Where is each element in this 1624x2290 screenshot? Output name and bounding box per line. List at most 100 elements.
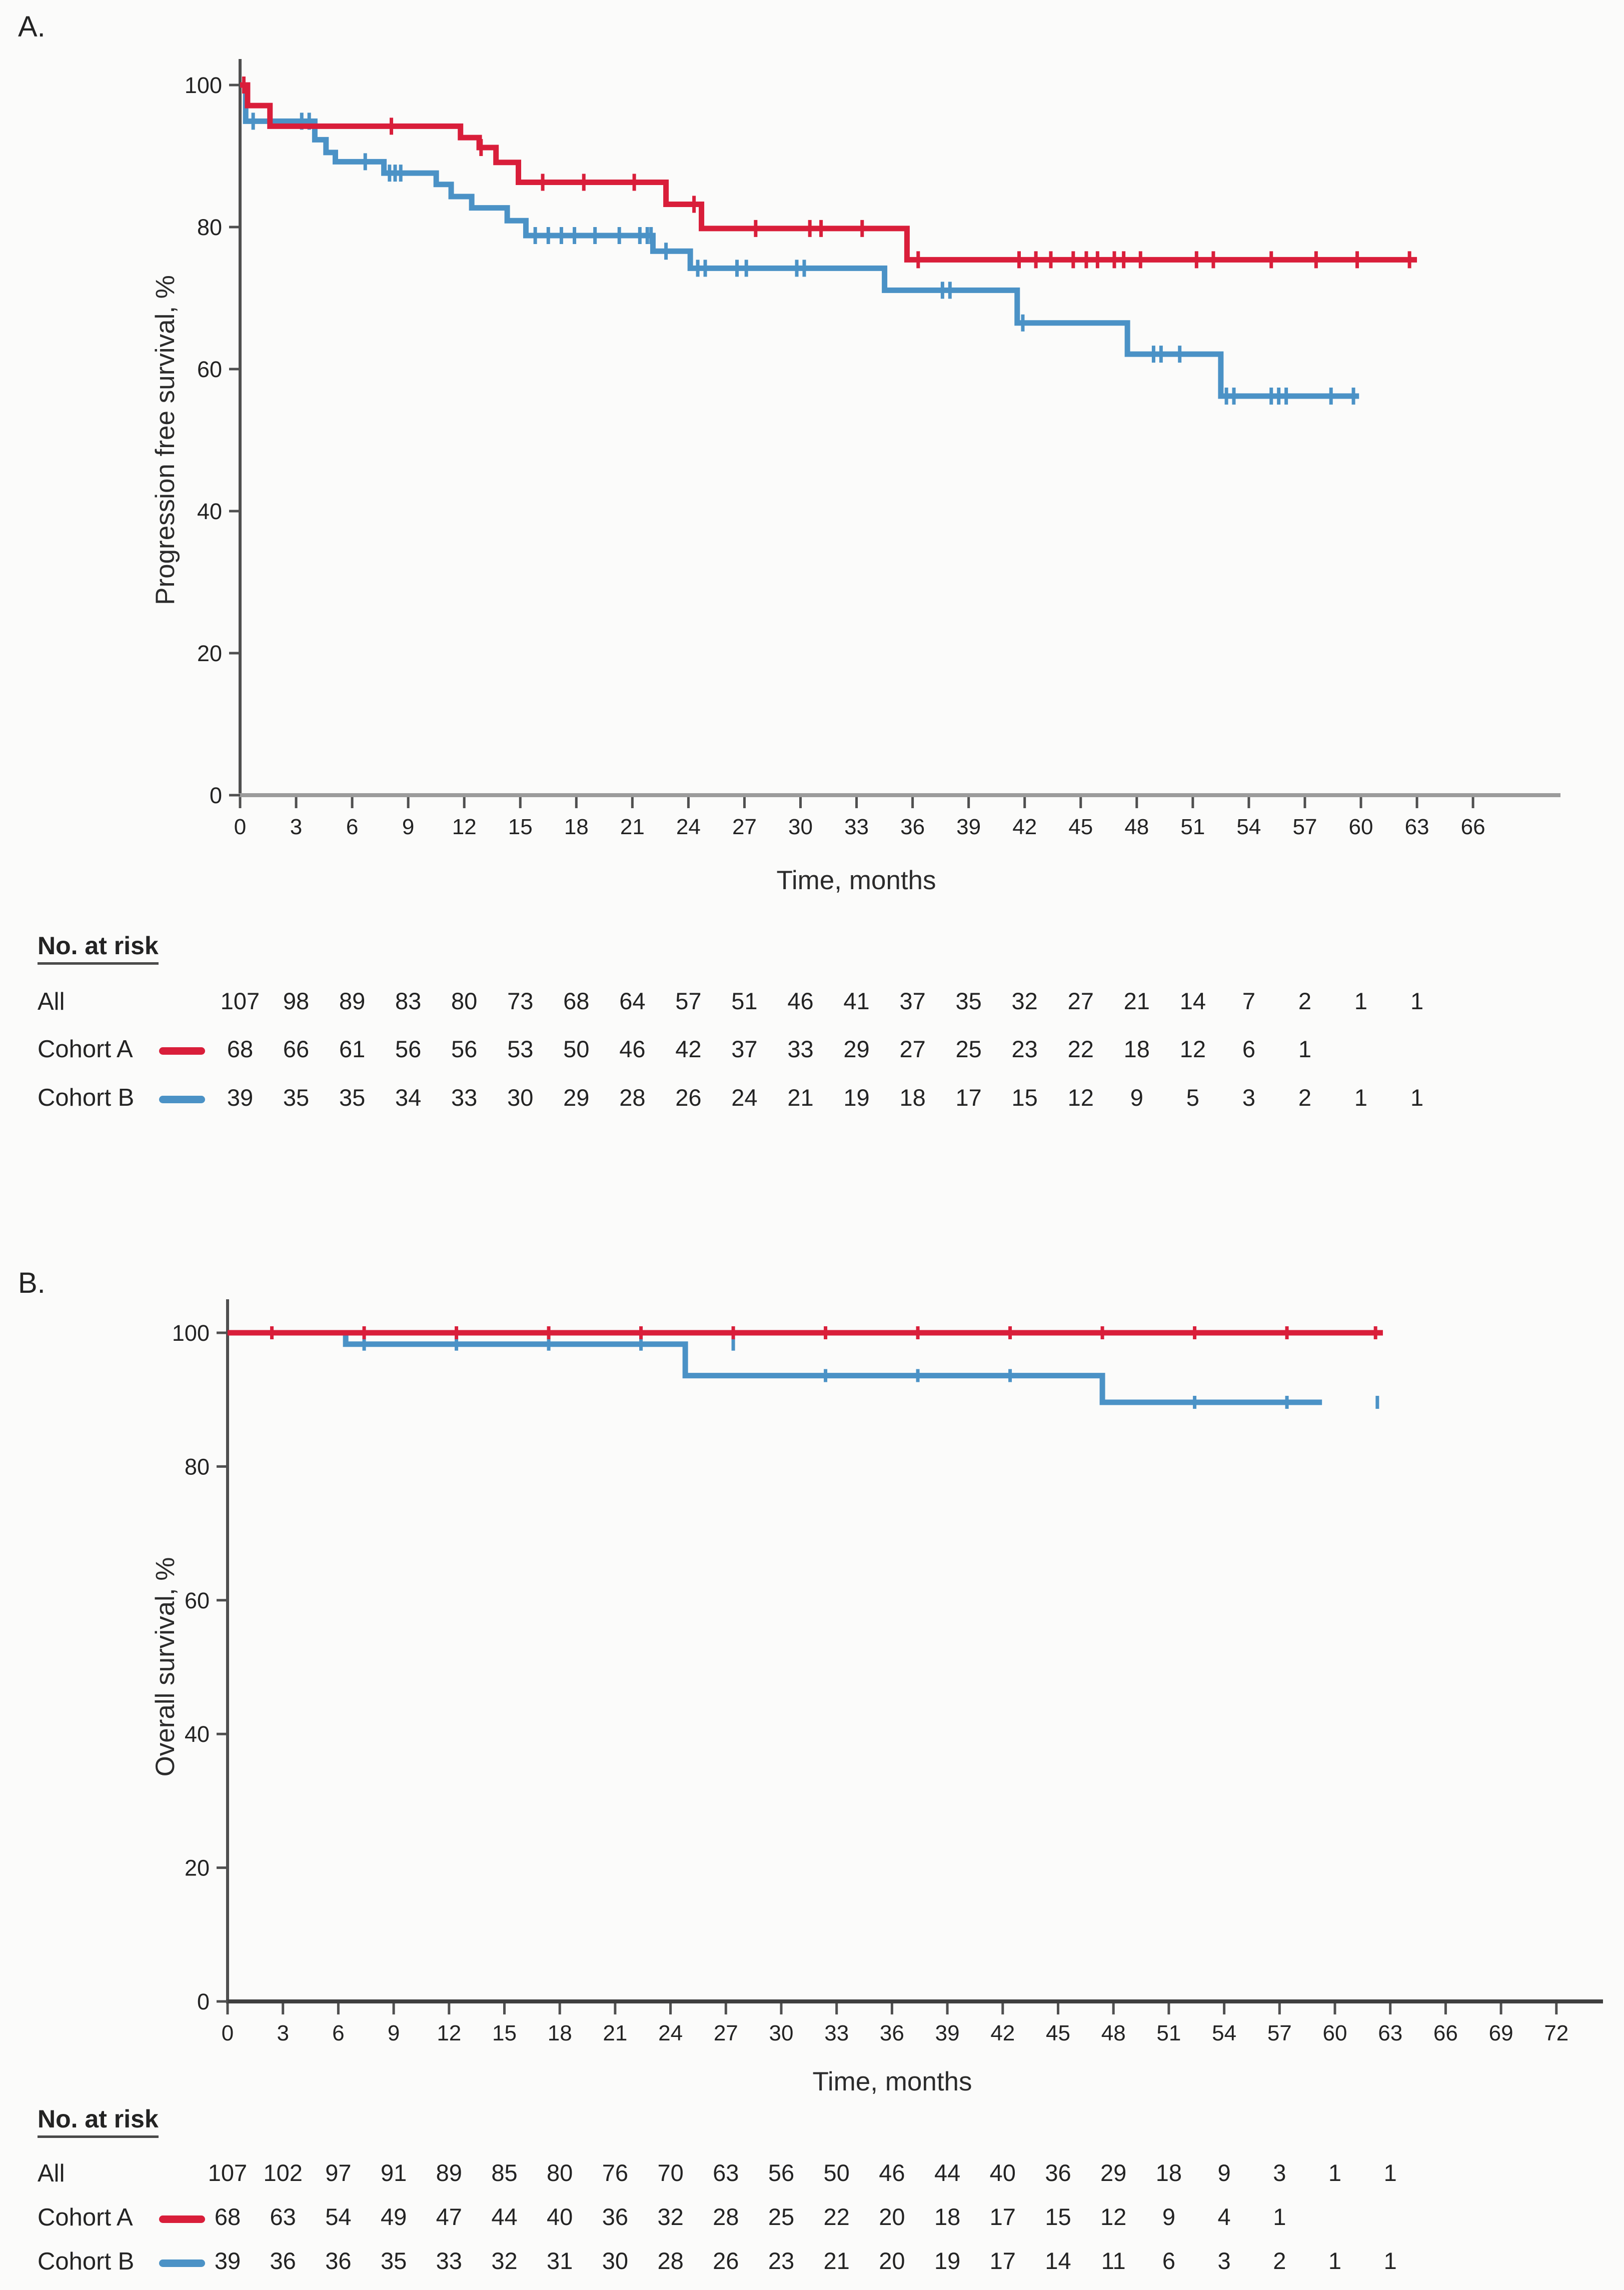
x-tick-label: 27 (732, 815, 757, 839)
risk-table-header-b: No. at risk (38, 2104, 159, 2138)
risk-value: 21 (787, 1084, 813, 1111)
x-tick-label: 54 (1212, 2021, 1236, 2045)
risk-value: 89 (436, 2159, 462, 2186)
x-tick-label: 27 (714, 2021, 738, 2045)
risk-value: 26 (675, 1084, 701, 1111)
risk-value: 40 (990, 2159, 1016, 2186)
risk-value: 23 (1012, 1036, 1038, 1062)
risk-value: 27 (1068, 988, 1094, 1014)
risk-value: 12 (1100, 2203, 1126, 2230)
risk-value: 107 (208, 2159, 247, 2186)
legend-swatch-cohort-a (159, 2215, 205, 2223)
risk-value: 61 (339, 1036, 365, 1062)
risk-value: 46 (787, 988, 813, 1014)
risk-value: 14 (1045, 2247, 1071, 2274)
risk-value: 40 (547, 2203, 573, 2230)
x-axis-title-os: Time, months (812, 2067, 972, 2096)
risk-value: 1 (1354, 1084, 1367, 1111)
risk-value: 14 (1180, 988, 1206, 1014)
risk-value: 2 (1298, 1084, 1311, 1111)
x-tick-label: 0 (234, 815, 246, 839)
x-tick-label: 57 (1267, 2021, 1292, 2045)
risk-value: 36 (270, 2247, 296, 2274)
risk-value: 35 (956, 988, 982, 1014)
risk-value: 76 (602, 2159, 628, 2186)
x-tick-label: 45 (1068, 815, 1093, 839)
x-tick-label: 54 (1236, 815, 1261, 839)
x-tick-label: 42 (990, 2021, 1015, 2045)
risk-value: 47 (436, 2203, 462, 2230)
x-tick-label: 24 (676, 815, 701, 839)
risk-value: 28 (713, 2203, 739, 2230)
x-tick-label: 60 (1323, 2021, 1347, 2045)
risk-value: 18 (1156, 2159, 1182, 2186)
risk-value: 97 (325, 2159, 351, 2186)
risk-value: 107 (221, 988, 260, 1014)
risk-value: 32 (657, 2203, 683, 2230)
risk-value: 30 (602, 2247, 628, 2274)
risk-value: 56 (768, 2159, 794, 2186)
risk-value: 53 (507, 1036, 533, 1062)
risk-value: 80 (451, 988, 477, 1014)
x-tick-label: 48 (1101, 2021, 1126, 2045)
risk-value: 3 (1242, 1084, 1255, 1111)
risk-value: 35 (283, 1084, 309, 1111)
x-tick-label: 63 (1378, 2021, 1402, 2045)
risk-value: 18 (934, 2203, 960, 2230)
risk-value: 17 (990, 2203, 1016, 2230)
risk-value: 1 (1384, 2159, 1397, 2186)
x-tick-label: 48 (1124, 815, 1149, 839)
risk-value: 5 (1186, 1084, 1199, 1111)
risk-value: 91 (381, 2159, 407, 2186)
risk-value: 25 (768, 2203, 794, 2230)
risk-value: 18 (1124, 1036, 1150, 1062)
risk-row-label-cohort-b-b: Cohort B (38, 2248, 135, 2275)
x-tick-label: 3 (290, 815, 302, 839)
x-tick-label: 18 (548, 2021, 572, 2045)
risk-value: 1 (1298, 1036, 1311, 1062)
risk-value: 15 (1045, 2203, 1071, 2230)
risk-value: 4 (1218, 2203, 1231, 2230)
legend-swatch-cohort-b (159, 2259, 205, 2267)
x-tick-label: 69 (1489, 2021, 1513, 2045)
y-tick-label: 0 (197, 1989, 210, 2014)
risk-value: 19 (934, 2247, 960, 2274)
risk-value: 28 (657, 2247, 683, 2274)
risk-value: 102 (263, 2159, 302, 2186)
x-tick-label: 72 (1544, 2021, 1568, 2045)
risk-value: 83 (395, 988, 421, 1014)
y-tick-label: 60 (197, 357, 222, 382)
y-tick-label: 80 (185, 1454, 210, 1479)
risk-value: 1 (1273, 2203, 1286, 2230)
risk-value: 89 (339, 988, 365, 1014)
x-tick-label: 57 (1292, 815, 1317, 839)
risk-value: 29 (843, 1036, 869, 1062)
y-tick-label: 60 (185, 1588, 210, 1613)
risk-value: 33 (787, 1036, 813, 1062)
x-tick-label: 21 (603, 2021, 627, 2045)
risk-value: 1 (1354, 988, 1367, 1014)
risk-value: 12 (1180, 1036, 1206, 1062)
risk-value: 30 (507, 1084, 533, 1111)
x-tick-label: 9 (402, 815, 414, 839)
risk-value: 3 (1218, 2247, 1231, 2274)
y-tick-label: 100 (172, 1320, 210, 1346)
risk-value: 9 (1162, 2203, 1175, 2230)
risk-value: 35 (339, 1084, 365, 1111)
x-tick-label: 39 (935, 2021, 960, 2045)
risk-value: 63 (270, 2203, 296, 2230)
risk-table-header-a: No. at risk (38, 931, 159, 965)
risk-value: 32 (1012, 988, 1038, 1014)
risk-value: 27 (899, 1036, 925, 1062)
risk-value: 54 (325, 2203, 351, 2230)
risk-value: 22 (824, 2203, 850, 2230)
risk-value: 1 (1328, 2159, 1341, 2186)
x-tick-label: 21 (620, 815, 645, 839)
x-tick-label: 3 (277, 2021, 289, 2045)
y-tick-label: 80 (197, 215, 222, 240)
risk-value: 15 (1012, 1084, 1038, 1111)
risk-value: 56 (451, 1036, 477, 1062)
risk-value: 9 (1130, 1084, 1143, 1111)
risk-value: 36 (325, 2247, 351, 2274)
risk-value: 46 (619, 1036, 645, 1062)
